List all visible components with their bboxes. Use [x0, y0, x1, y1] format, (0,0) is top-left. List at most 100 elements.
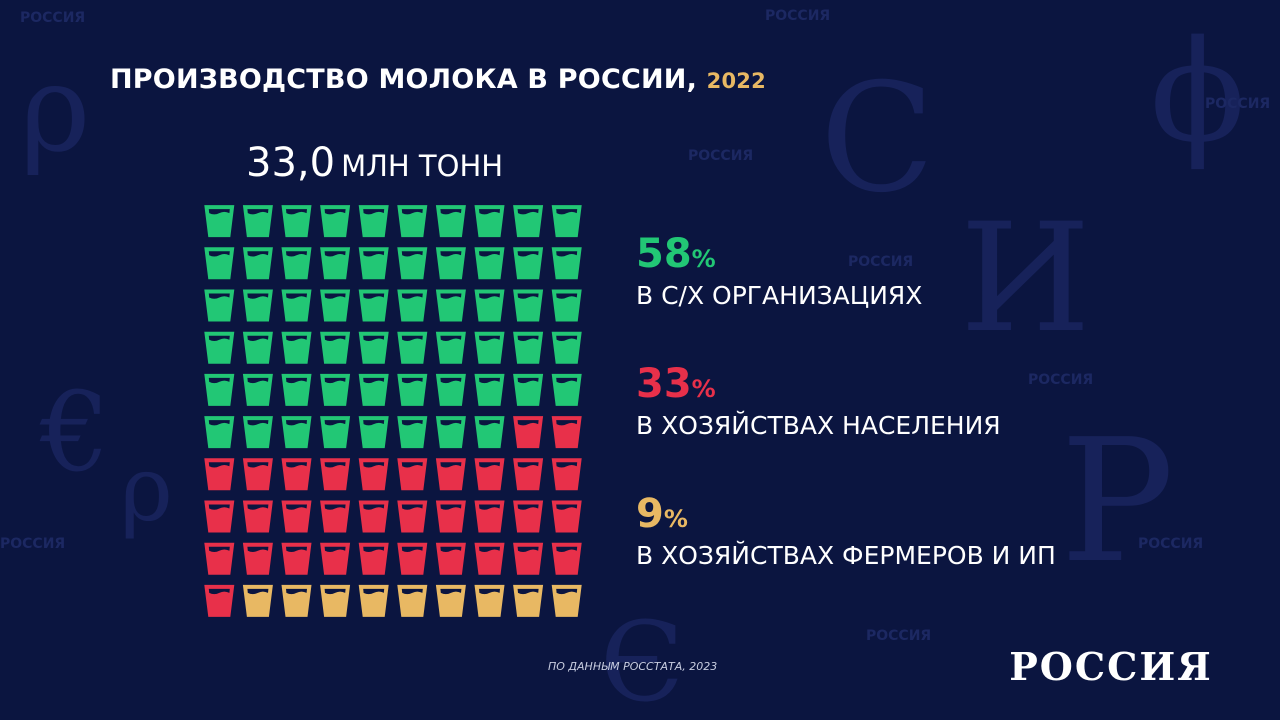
glass-icon [242, 247, 273, 280]
watermark-text: РОССИЯ [688, 148, 753, 164]
glass-icon [397, 542, 428, 575]
glass-icon [551, 500, 582, 533]
svg-text:ϕ: ϕ [1150, 11, 1245, 174]
glass-icon [204, 542, 235, 575]
title-main: ПРОИЗВОДСТВО МОЛОКА В РОССИИ, [110, 64, 698, 95]
glass-icon [242, 458, 273, 491]
glass-icon [320, 331, 351, 364]
glass-icon [551, 205, 582, 238]
glass-icon [281, 458, 312, 491]
glass-icon [435, 500, 466, 533]
svg-text:Є: Є [600, 598, 684, 720]
glass-icon [397, 500, 428, 533]
glass-icon [397, 205, 428, 238]
glass-icon [242, 500, 273, 533]
glass-icon [358, 331, 389, 364]
glass-icon [204, 584, 235, 617]
total-production: 33,0 МЛН ТОНН [246, 140, 503, 186]
glass-icon [204, 289, 235, 322]
glass-icon [281, 584, 312, 617]
russia-logo: РОССИЯ [1009, 644, 1213, 689]
title-year: 2022 [706, 69, 766, 93]
watermark-text: РОССИЯ [866, 628, 931, 644]
glass-icon [242, 289, 273, 322]
glass-icon [281, 247, 312, 280]
glass-icon [358, 373, 389, 406]
stat-percent-sign: % [691, 375, 716, 403]
glass-icon [435, 331, 466, 364]
glass-icon [474, 289, 505, 322]
page-title: ПРОИЗВОДСТВО МОЛОКА В РОССИИ, 2022 [110, 64, 766, 95]
glass-icon [242, 416, 273, 449]
glass-icon [435, 205, 466, 238]
glass-icon [474, 542, 505, 575]
glass-icon [320, 247, 351, 280]
glass-icon [551, 373, 582, 406]
glass-icon [474, 331, 505, 364]
glass-icon [281, 416, 312, 449]
stat-percent: 33 [636, 361, 692, 407]
glass-icon [397, 416, 428, 449]
svg-text:ρ: ρ [20, 40, 91, 179]
watermark-text: РОССИЯ [1205, 96, 1270, 112]
glass-icon [397, 373, 428, 406]
glass-icon [242, 373, 273, 406]
glass-icon [242, 205, 273, 238]
watermark-text: РОССИЯ [1138, 536, 1203, 552]
glass-icon [204, 331, 235, 364]
glass-icon [513, 542, 544, 575]
glass-icon [435, 416, 466, 449]
glass-icon [358, 584, 389, 617]
glass-icon [474, 584, 505, 617]
stat-percent: 9 [636, 491, 664, 537]
stat-label: В ХОЗЯЙСТВАХ ФЕРМЕРОВ И ИП [636, 541, 1056, 570]
glass-icon [358, 458, 389, 491]
watermark-text: РОССИЯ [765, 8, 830, 24]
stat-agricultural-organizations: 58% В С/Х ОРГАНИЗАЦИЯХ [636, 232, 922, 312]
glass-icon [204, 247, 235, 280]
svg-text:И: И [960, 192, 1091, 366]
glass-icon [281, 373, 312, 406]
glass-icon [204, 416, 235, 449]
glass-icon [435, 247, 466, 280]
glass-icon [320, 542, 351, 575]
glass-icon [551, 289, 582, 322]
glass-icon [320, 458, 351, 491]
glass-icon [513, 205, 544, 238]
glass-icon [281, 289, 312, 322]
stat-percent-sign: % [663, 505, 688, 533]
svg-text:€: € [39, 368, 110, 496]
stat-label: В ХОЗЯЙСТВАХ НАСЕЛЕНИЯ [636, 411, 1001, 440]
glass-icon [397, 247, 428, 280]
glass-icon [281, 331, 312, 364]
glass-icon [358, 289, 389, 322]
glass-icon [204, 500, 235, 533]
glass-icon [513, 458, 544, 491]
source-note: ПО ДАННЫМ РОССТАТА, 2023 [548, 660, 718, 673]
glass-icon [320, 289, 351, 322]
glass-icon [397, 289, 428, 322]
glass-icon [358, 500, 389, 533]
glass-icon [551, 458, 582, 491]
glass-icon [397, 331, 428, 364]
svg-text:ρ: ρ [120, 437, 173, 542]
glass-icon [474, 205, 505, 238]
glass-icon [358, 205, 389, 238]
glass-icon [204, 458, 235, 491]
glass-icon [281, 542, 312, 575]
glass-icon [358, 416, 389, 449]
glass-icon [397, 458, 428, 491]
glass-icon [204, 373, 235, 406]
logo-text: РОССИЯ [1009, 644, 1213, 689]
glass-icon [474, 500, 505, 533]
glass-icon [474, 247, 505, 280]
glass-icon [551, 247, 582, 280]
glass-icon [281, 500, 312, 533]
glass-icon [513, 289, 544, 322]
stat-farmers: 9% В ХОЗЯЙСТВАХ ФЕРМЕРОВ И ИП [636, 492, 1056, 572]
glass-icon [435, 584, 466, 617]
glass-icon [513, 247, 544, 280]
glass-icon [435, 542, 466, 575]
glass-icon [551, 584, 582, 617]
glass-icon [513, 373, 544, 406]
